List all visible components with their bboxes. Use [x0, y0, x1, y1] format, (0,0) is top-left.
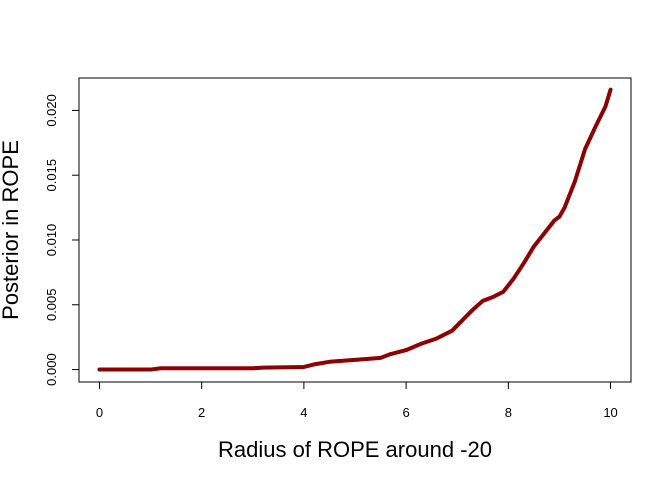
x-tick-label: 2 — [198, 405, 205, 420]
y-tick-label: 0.020 — [44, 94, 59, 127]
y-tick-label: 0.000 — [44, 353, 59, 386]
x-tick-label: 8 — [505, 405, 512, 420]
posterior-line — [97, 87, 613, 372]
y-tick-label: 0.015 — [44, 159, 59, 192]
x-tick-label: 0 — [96, 405, 103, 420]
y-tick-label: 0.005 — [44, 288, 59, 321]
x-tick-label: 4 — [300, 405, 307, 420]
y-axis: 0.000 0.005 0.010 0.015 0.020 — [44, 94, 80, 386]
x-tick-label: 10 — [603, 405, 617, 420]
x-axis-title: Radius of ROPE around -20 — [218, 437, 492, 462]
plot-area — [97, 87, 613, 372]
x-axis: 0 2 4 6 8 10 — [96, 381, 618, 420]
x-tick-label: 6 — [402, 405, 409, 420]
y-tick-label: 0.010 — [44, 224, 59, 257]
y-axis-title: Posterior in ROPE — [0, 140, 23, 320]
